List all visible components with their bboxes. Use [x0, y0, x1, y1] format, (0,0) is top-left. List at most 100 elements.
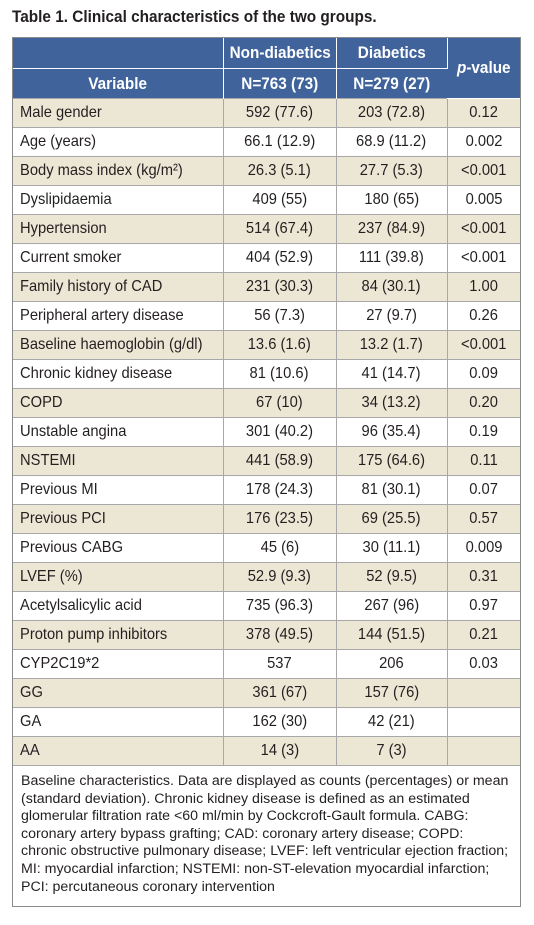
- cell-diabetics: 144 (51.5): [336, 620, 448, 650]
- cell-variable: GG: [13, 678, 224, 708]
- table-row: Acetylsalicylic acid 735 (96.3) 267 (96) 0.…: [13, 591, 520, 621]
- table-row: NSTEMI 441 (58.9) 175 (64.6) 0.11: [13, 446, 520, 476]
- table-row: Previous PCI 176 (23.5) 69 (25.5) 0.57: [13, 504, 520, 534]
- cell-variable: Body mass index (kg/m²): [13, 156, 224, 186]
- cell-p-value: 0.20: [447, 388, 520, 418]
- cell-diabetics: 237 (84.9): [336, 214, 448, 244]
- table-row: Body mass index (kg/m²) 26.3 (5.1) 27.7 (5…: [13, 156, 520, 186]
- cell-p-value: 0.03: [447, 649, 520, 679]
- cell-nondiabetics: 735 (96.3): [223, 591, 337, 621]
- cell-diabetics: 30 (11.1): [336, 533, 448, 563]
- cell-diabetics: 206: [336, 649, 448, 679]
- cell-nondiabetics: 56 (7.3): [223, 301, 337, 331]
- cell-p-value: 0.002: [447, 127, 520, 157]
- cell-diabetics: 34 (13.2): [336, 388, 448, 418]
- cell-nondiabetics: 176 (23.5): [223, 504, 337, 534]
- cell-variable: Previous CABG: [13, 533, 224, 563]
- cell-nondiabetics: 178 (24.3): [223, 475, 337, 505]
- cell-variable: GA: [13, 707, 224, 737]
- cell-nondiabetics: 441 (58.9): [223, 446, 337, 476]
- table-row: Unstable angina 301 (40.2) 96 (35.4) 0.19: [13, 417, 520, 447]
- cell-nondiabetics: 81 (10.6): [223, 359, 337, 389]
- cell-nondiabetics: 45 (6): [223, 533, 337, 563]
- cell-p-value: 0.009: [447, 533, 520, 563]
- cell-diabetics: 52 (9.5): [336, 562, 448, 592]
- table-row: Previous MI 178 (24.3) 81 (30.1) 0.07: [13, 475, 520, 505]
- cell-p-value: 0.97: [447, 591, 520, 621]
- cell-nondiabetics: 404 (52.9): [223, 243, 337, 273]
- cell-diabetics: 267 (96): [336, 591, 448, 621]
- cell-p-value: 1.00: [447, 272, 520, 302]
- table-row: Family history of CAD 231 (30.3) 84 (30.1)…: [13, 272, 520, 302]
- header-nondiabetics: Non-diabetics: [223, 38, 337, 69]
- cell-p-value: 0.31: [447, 562, 520, 592]
- header-row-group-names: Non-diabetics Diabetics p-value: [13, 38, 520, 99]
- table-frame: Non-diabetics Diabetics p-value Variable…: [12, 37, 521, 908]
- cell-p-value: <0.001: [447, 214, 520, 244]
- header-diabetics: Diabetics: [336, 38, 448, 69]
- cell-diabetics: 27 (9.7): [336, 301, 448, 331]
- cell-p-value: [447, 736, 520, 765]
- table-body: Male gender 592 (77.6) 203 (72.8) 0.12 Age (…: [13, 98, 520, 765]
- cell-variable: Peripheral artery disease: [13, 301, 224, 331]
- cell-variable: CYP2C19*2: [13, 649, 224, 679]
- cell-diabetics: 96 (35.4): [336, 417, 448, 447]
- table-row: Previous CABG 45 (6) 30 (11.1) 0.009: [13, 533, 520, 563]
- cell-diabetics: 111 (39.8): [336, 243, 448, 273]
- cell-diabetics: 175 (64.6): [336, 446, 448, 476]
- table-row: Chronic kidney disease 81 (10.6) 41 (14.7)…: [13, 359, 520, 389]
- cell-variable: Family history of CAD: [13, 272, 224, 302]
- cell-nondiabetics: 14 (3): [223, 736, 337, 765]
- cell-p-value: <0.001: [447, 243, 520, 273]
- cell-variable: COPD: [13, 388, 224, 418]
- cell-p-value: 0.26: [447, 301, 520, 331]
- table-row: CYP2C19*2 537 206 0.03: [13, 649, 520, 679]
- cell-nondiabetics: 231 (30.3): [223, 272, 337, 302]
- table-caption: Table 1. Clinical characteristics of the…: [12, 8, 377, 26]
- cell-p-value: 0.11: [447, 446, 520, 476]
- cell-variable: Age (years): [13, 127, 224, 157]
- cell-p-value: 0.21: [447, 620, 520, 650]
- header-variable: Variable: [13, 68, 224, 99]
- clinical-characteristics-table: Non-diabetics Diabetics p-value Variable…: [13, 38, 520, 765]
- cell-variable: Current smoker: [13, 243, 224, 273]
- cell-p-value: 0.12: [447, 98, 520, 128]
- cell-variable: Previous PCI: [13, 504, 224, 534]
- cell-variable: Chronic kidney disease: [13, 359, 224, 389]
- table-row: AA 14 (3) 7 (3): [13, 736, 520, 765]
- cell-p-value: 0.005: [447, 185, 520, 215]
- cell-nondiabetics: 592 (77.6): [223, 98, 337, 128]
- cell-nondiabetics: 67 (10): [223, 388, 337, 418]
- table-row: LVEF (%) 52.9 (9.3) 52 (9.5) 0.31: [13, 562, 520, 592]
- table-row: Dyslipidaemia 409 (55) 180 (65) 0.005: [13, 185, 520, 215]
- cell-diabetics: 68.9 (11.2): [336, 127, 448, 157]
- cell-p-value: 0.07: [447, 475, 520, 505]
- cell-variable: AA: [13, 736, 224, 765]
- header-p-value: p-value: [447, 38, 520, 99]
- cell-nondiabetics: 162 (30): [223, 707, 337, 737]
- cell-variable: Baseline haemoglobin (g/dl): [13, 330, 224, 360]
- cell-nondiabetics: 301 (40.2): [223, 417, 337, 447]
- cell-p-value: 0.09: [447, 359, 520, 389]
- header-variable-spacer: [13, 38, 224, 69]
- table-row: Proton pump inhibitors 378 (49.5) 144 (51.…: [13, 620, 520, 650]
- cell-nondiabetics: 13.6 (1.6): [223, 330, 337, 360]
- cell-p-value: 0.57: [447, 504, 520, 534]
- cell-variable: Acetylsalicylic acid: [13, 591, 224, 621]
- table-row: Age (years) 66.1 (12.9) 68.9 (11.2) 0.002: [13, 127, 520, 157]
- header-nondiabetics-n: N=763 (73): [223, 68, 337, 99]
- cell-diabetics: 84 (30.1): [336, 272, 448, 302]
- cell-diabetics: 7 (3): [336, 736, 448, 765]
- cell-variable: NSTEMI: [13, 446, 224, 476]
- cell-variable: Unstable angina: [13, 417, 224, 447]
- cell-variable: Hypertension: [13, 214, 224, 244]
- cell-variable: Male gender: [13, 98, 224, 128]
- table-row: Baseline haemoglobin (g/dl) 13.6 (1.6) 13.…: [13, 330, 520, 360]
- cell-nondiabetics: 409 (55): [223, 185, 337, 215]
- cell-diabetics: 203 (72.8): [336, 98, 448, 128]
- cell-nondiabetics: 514 (67.4): [223, 214, 337, 244]
- cell-p-value: <0.001: [447, 330, 520, 360]
- cell-diabetics: 69 (25.5): [336, 504, 448, 534]
- cell-nondiabetics: 361 (67): [223, 678, 337, 708]
- table-row: Current smoker 404 (52.9) 111 (39.8) <0.001: [13, 243, 520, 273]
